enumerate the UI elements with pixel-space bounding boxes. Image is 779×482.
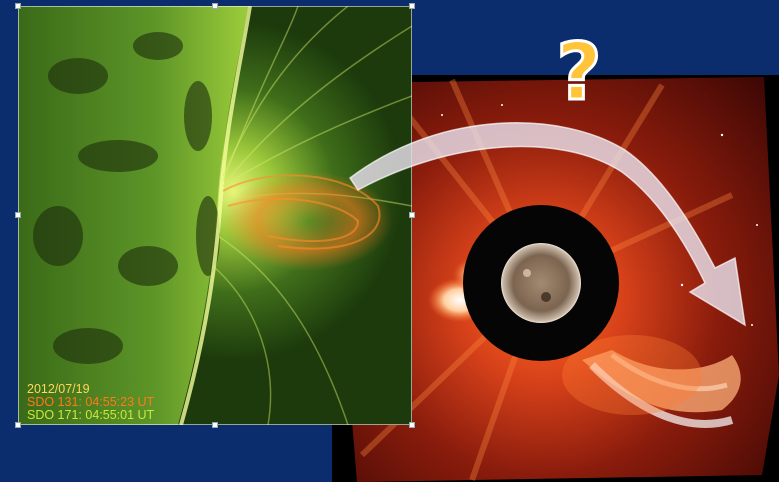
question-mark: ? [555, 27, 603, 120]
caption-date: 2012/07/19 [27, 382, 90, 396]
resize-handle-top-left[interactable] [15, 3, 21, 9]
resize-handle-bottom[interactable] [212, 422, 218, 428]
resize-handle-bottom-right[interactable] [409, 422, 415, 428]
resize-handle-right[interactable] [409, 212, 415, 218]
resize-handle-left[interactable] [15, 212, 21, 218]
resize-handle-bottom-left[interactable] [15, 422, 21, 428]
resize-handle-top[interactable] [212, 3, 218, 9]
resize-handle-top-right[interactable] [409, 3, 415, 9]
sdo-solar-image [18, 6, 412, 425]
caption-sdo-131: SDO 131: 04:55:23 UT [27, 395, 155, 409]
caption-sdo-171: SDO 171: 04:55:01 UT [27, 408, 155, 422]
